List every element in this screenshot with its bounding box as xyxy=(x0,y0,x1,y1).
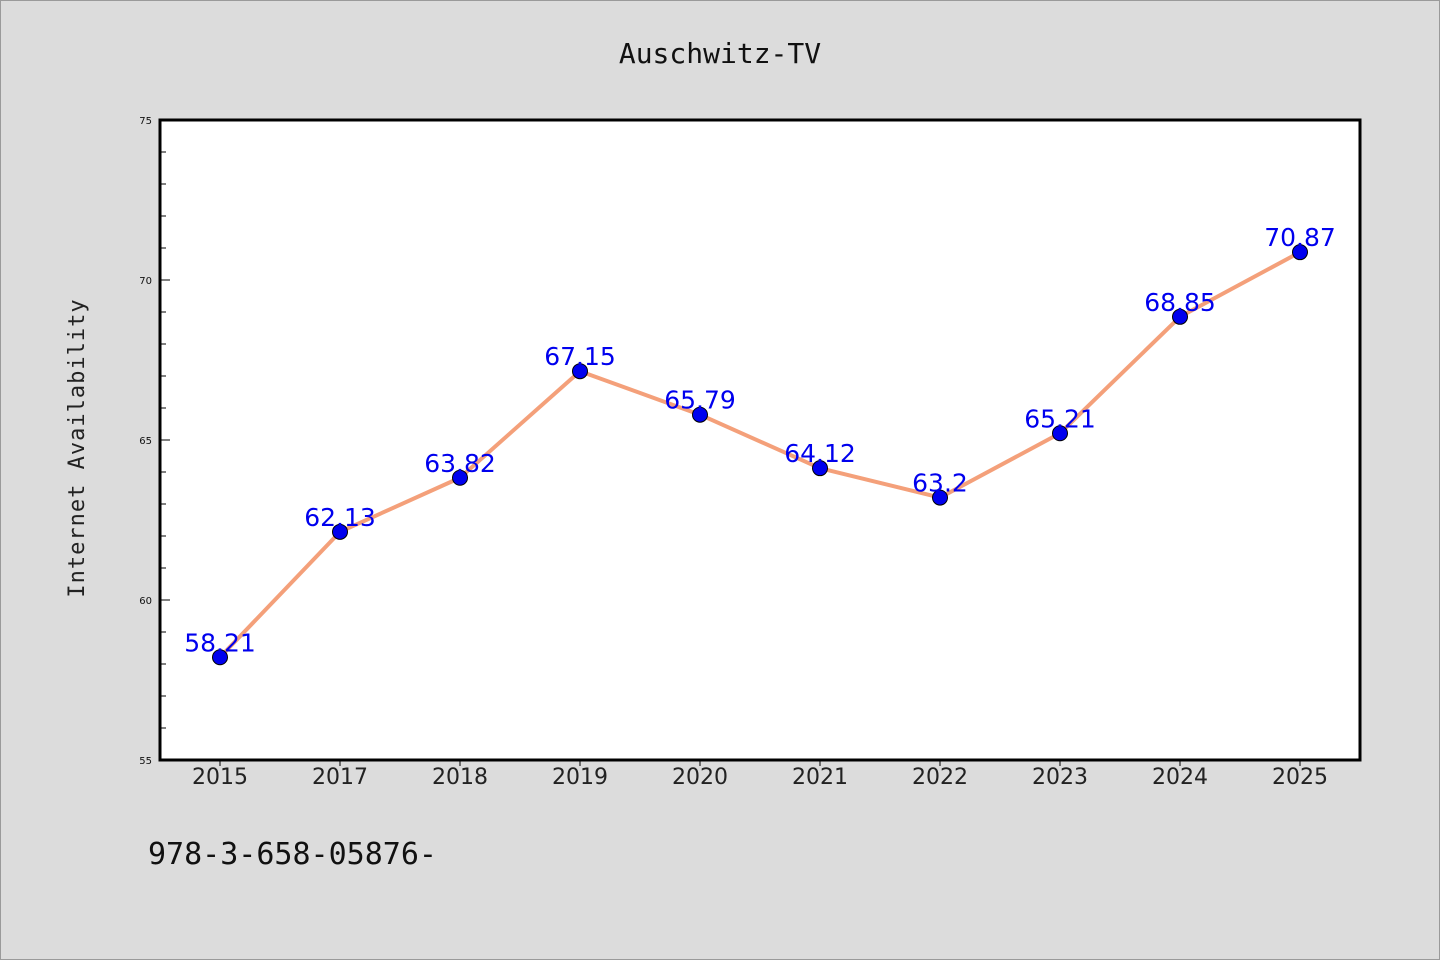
data-label: 65.21 xyxy=(1024,404,1096,433)
y-axis: 55 60 65 70 75 xyxy=(139,116,170,767)
footer-isbn-text: 978-3-658-05876- xyxy=(148,837,437,872)
x-tick-label: 2020 xyxy=(672,765,728,790)
data-point xyxy=(1052,425,1068,442)
data-point xyxy=(332,523,348,540)
y-tick-label: 55 xyxy=(139,756,152,767)
data-label: 63.82 xyxy=(424,449,496,478)
series-layer: 58.21 62.13 63.82 67.15 65.79 64.12 63.2 65.21 6… xyxy=(184,223,1336,666)
data-point xyxy=(452,469,468,486)
data-point xyxy=(692,406,708,423)
x-tick-label: 2017 xyxy=(312,765,368,790)
y-tick-label: 75 xyxy=(139,116,152,127)
y-tick-label: 60 xyxy=(139,596,152,607)
x-axis: 2015 2017 2018 2019 2020 2021 2022 2023 2024 2025 xyxy=(192,760,1328,790)
data-point xyxy=(1292,244,1308,261)
data-label: 70.87 xyxy=(1264,223,1336,252)
x-tick-label: 2022 xyxy=(912,765,968,790)
series-line xyxy=(218,250,1302,660)
x-tick-label: 2025 xyxy=(1272,765,1328,790)
data-point xyxy=(572,363,588,380)
data-label: 68.85 xyxy=(1144,288,1216,317)
data-label: 62.13 xyxy=(304,503,376,532)
data-label: 64.12 xyxy=(784,439,856,468)
plot-border xyxy=(158,118,1362,762)
data-point xyxy=(812,460,828,477)
data-point xyxy=(1172,308,1188,325)
x-tick-label: 2024 xyxy=(1152,765,1208,790)
x-tick-label: 2018 xyxy=(432,765,488,790)
data-label: 67.15 xyxy=(544,342,616,371)
x-tick-label: 2023 xyxy=(1032,765,1088,790)
data-label: 63.2 xyxy=(912,469,968,498)
chart-title: Auschwitz-TV xyxy=(619,37,821,70)
y-tick-label: 65 xyxy=(139,436,152,447)
data-label: 65.79 xyxy=(664,386,736,415)
x-tick-label: 2015 xyxy=(192,765,248,790)
data-point xyxy=(212,649,228,666)
x-tick-label: 2019 xyxy=(552,765,608,790)
y-tick-label: 70 xyxy=(139,276,152,287)
data-label: 58.21 xyxy=(184,628,256,657)
x-tick-label: 2021 xyxy=(792,765,848,790)
data-point xyxy=(932,489,948,506)
y-axis-label: Internet Availability xyxy=(65,298,90,597)
